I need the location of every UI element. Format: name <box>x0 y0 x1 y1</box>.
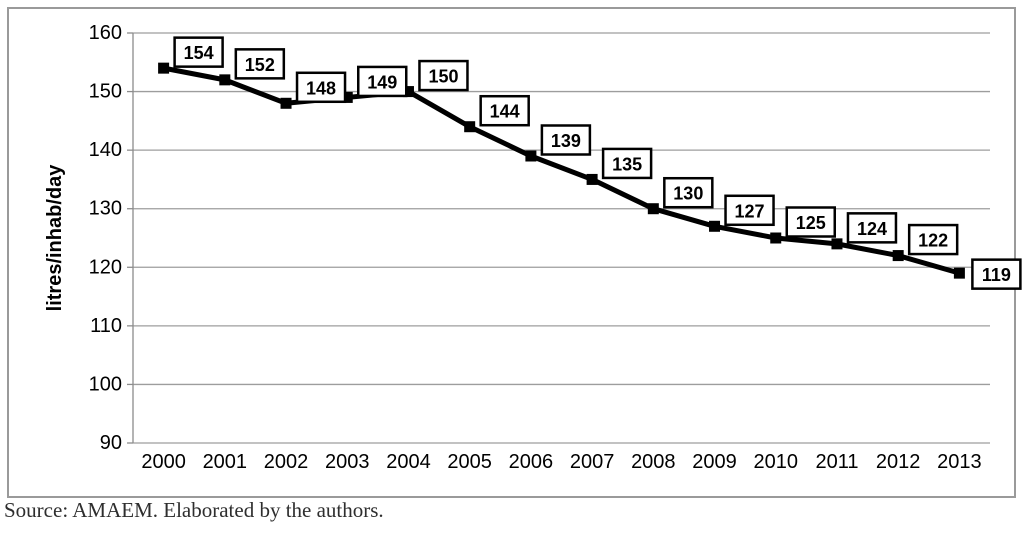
x-tick-label-2002: 2002 <box>264 451 309 473</box>
y-tick-label-130: 130 <box>89 198 122 220</box>
data-label-box-2000 <box>173 36 224 68</box>
x-tick-label-2013: 2013 <box>937 451 982 473</box>
x-tick-label-2004: 2004 <box>386 451 431 473</box>
data-label-2001: 152 <box>245 55 275 75</box>
data-label-2007: 135 <box>612 154 642 174</box>
y-tick-label-120: 120 <box>89 256 122 278</box>
y-tick-label-100: 100 <box>89 373 122 395</box>
data-label-box-2008 <box>663 176 714 209</box>
data-point-marker-2007 <box>586 173 598 185</box>
data-point-marker-2011 <box>831 238 843 250</box>
data-label-box-2004 <box>418 59 469 92</box>
y-tick-label-150: 150 <box>89 81 122 103</box>
x-tick-label-2001: 2001 <box>203 451 248 473</box>
x-tick-label-2008: 2008 <box>631 451 676 473</box>
y-tick-label-140: 140 <box>89 139 122 161</box>
data-point-marker-2000 <box>158 62 170 74</box>
data-point-marker-2009 <box>709 220 721 232</box>
data-label-box-2001 <box>234 48 286 80</box>
data-label-box-2005 <box>479 94 530 127</box>
figure-frame <box>7 7 1016 498</box>
x-tick-label-2006: 2006 <box>509 451 554 473</box>
data-label-2004: 150 <box>428 67 458 87</box>
data-point-marker-2013 <box>953 267 965 279</box>
data-point-marker-2008 <box>647 203 659 215</box>
data-point-marker-2004 <box>402 86 414 98</box>
data-label-2011: 124 <box>857 219 887 239</box>
data-label-2008: 130 <box>673 184 703 204</box>
data-label-box-2006 <box>540 124 592 156</box>
data-point-marker-2002 <box>280 97 292 109</box>
data-label-2006: 139 <box>551 131 581 151</box>
y-tick-label-90: 90 <box>100 432 122 454</box>
data-label-box-2007 <box>601 147 653 180</box>
x-tick-label-2012: 2012 <box>876 451 921 473</box>
data-label-box-2011 <box>846 212 898 244</box>
data-label-2013: 119 <box>982 265 1011 285</box>
data-point-marker-2005 <box>464 121 476 133</box>
data-label-2010: 125 <box>796 213 826 233</box>
x-tick-label-2009: 2009 <box>692 451 737 473</box>
x-tick-label-2011: 2011 <box>815 451 858 473</box>
data-point-marker-2001 <box>219 74 231 86</box>
data-label-box-2010 <box>785 206 836 238</box>
x-tick-label-2010: 2010 <box>754 451 799 473</box>
data-label-box-2013 <box>971 258 1022 290</box>
data-label-box-2012 <box>907 223 959 256</box>
y-tick-label-160: 160 <box>89 22 122 44</box>
data-point-marker-2010 <box>770 232 782 244</box>
data-label-box-2009 <box>724 194 775 227</box>
data-label-box-2002 <box>295 71 347 104</box>
x-tick-label-2000: 2000 <box>141 451 186 473</box>
y-tick-label-110: 110 <box>90 315 122 337</box>
data-point-marker-2006 <box>525 150 537 162</box>
x-tick-label-2003: 2003 <box>325 451 370 473</box>
data-label-2005: 144 <box>490 102 520 122</box>
data-point-marker-2003 <box>341 91 353 103</box>
y-axis-title: litres/inhab/day <box>44 164 66 312</box>
data-label-2003: 149 <box>367 72 397 92</box>
data-label-2002: 148 <box>306 78 336 98</box>
data-label-2000: 154 <box>184 43 214 63</box>
data-label-2012: 122 <box>918 231 948 251</box>
source-caption: Source: AMAEM. Elaborated by the authors… <box>4 498 384 522</box>
data-label-2009: 127 <box>735 201 765 221</box>
data-point-marker-2012 <box>892 250 904 262</box>
data-label-box-2003 <box>357 65 408 98</box>
x-tick-label-2005: 2005 <box>447 451 492 473</box>
x-tick-label-2007: 2007 <box>570 451 615 473</box>
